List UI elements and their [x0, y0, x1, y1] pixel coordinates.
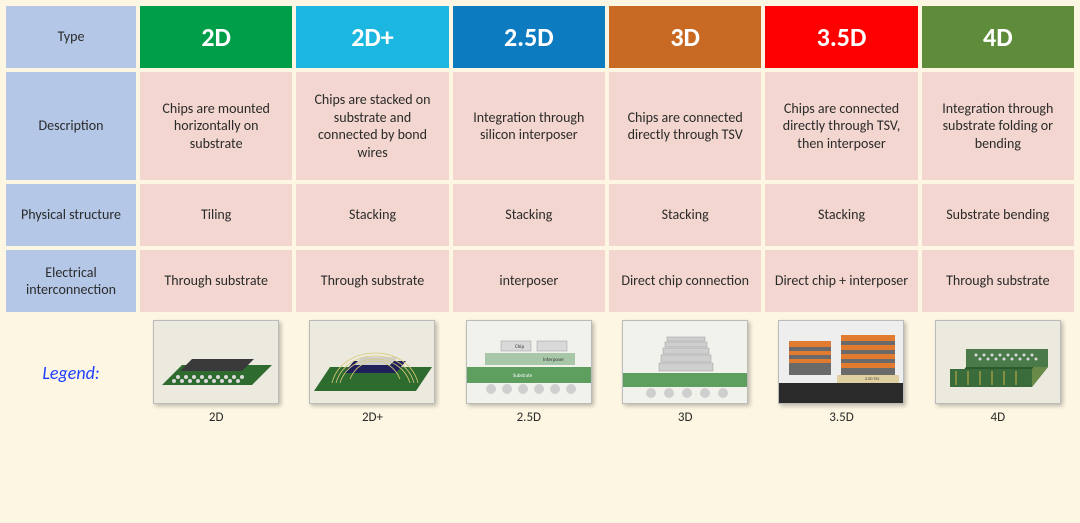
phys-2_5d: Stacking [453, 184, 605, 246]
thumb-2_5d: Chip Interposer Substrate [466, 320, 592, 404]
svg-text:Chip: Chip [515, 344, 524, 350]
legend-row: Legend: 2D [0, 312, 1080, 431]
svg-text:Interposer: Interposer [543, 357, 564, 363]
legend-caption-3_5d: 3.5D [829, 410, 853, 425]
legend-item-3d: 3D [609, 320, 761, 425]
phys-3_5d: Stacking [765, 184, 917, 246]
legend-caption-2d: 2D [209, 410, 224, 425]
elec-3d: Direct chip connection [609, 250, 761, 312]
legend-caption-3d: 3D [678, 410, 693, 425]
row-header-electrical: Electrical interconnection [6, 250, 136, 312]
desc-3_5d: Chips are connected directly through TSV… [765, 72, 917, 180]
legend-caption-2_5d: 2.5D [517, 410, 541, 425]
row-header-type: Type [6, 6, 136, 68]
elec-2dplus: Through substrate [296, 250, 448, 312]
elec-2_5d: interposer [453, 250, 605, 312]
legend-item-2_5d: Chip Interposer Substrate 2.5D [453, 320, 605, 425]
svg-text:2.5D TSV: 2.5D TSV [865, 377, 880, 382]
integration-table: Type 2D 2D+ 2.5D 3D 3.5D 4D Description … [0, 0, 1080, 312]
col-header-2dplus: 2D+ [296, 6, 448, 68]
col-header-2_5d: 2.5D [453, 6, 605, 68]
col-header-2d: 2D [140, 6, 292, 68]
legend-item-3_5d: 2.5D TSV 3.5D [765, 320, 917, 425]
elec-2d: Through substrate [140, 250, 292, 312]
legend-label: Legend: [6, 320, 136, 425]
legend-caption-4d: 4D [991, 410, 1006, 425]
elec-3_5d: Direct chip + interposer [765, 250, 917, 312]
svg-text:Substrate: Substrate [513, 373, 533, 379]
thumb-2d [153, 320, 279, 404]
elec-4d: Through substrate [922, 250, 1074, 312]
legend-item-4d: 4D [922, 320, 1074, 425]
thumb-4d [935, 320, 1061, 404]
row-header-physical: Physical structure [6, 184, 136, 246]
thumb-3d [622, 320, 748, 404]
phys-2d: Tiling [140, 184, 292, 246]
desc-2dplus: Chips are stacked on substrate and conne… [296, 72, 448, 180]
legend-caption-2dplus: 2D+ [362, 410, 383, 425]
phys-3d: Stacking [609, 184, 761, 246]
row-header-description: Description [6, 72, 136, 180]
desc-2d: Chips are mounted horizontally on substr… [140, 72, 292, 180]
thumb-2dplus [309, 320, 435, 404]
thumb-3_5d: 2.5D TSV [778, 320, 904, 404]
desc-4d: Integration through substrate folding or… [922, 72, 1074, 180]
col-header-3d: 3D [609, 6, 761, 68]
col-header-3_5d: 3.5D [765, 6, 917, 68]
phys-4d: Substrate bending [922, 184, 1074, 246]
legend-item-2dplus: 2D+ [296, 320, 448, 425]
desc-3d: Chips are connected directly through TSV [609, 72, 761, 180]
phys-2dplus: Stacking [296, 184, 448, 246]
col-header-4d: 4D [922, 6, 1074, 68]
legend-item-2d: 2D [140, 320, 292, 425]
desc-2_5d: Integration through silicon interposer [453, 72, 605, 180]
